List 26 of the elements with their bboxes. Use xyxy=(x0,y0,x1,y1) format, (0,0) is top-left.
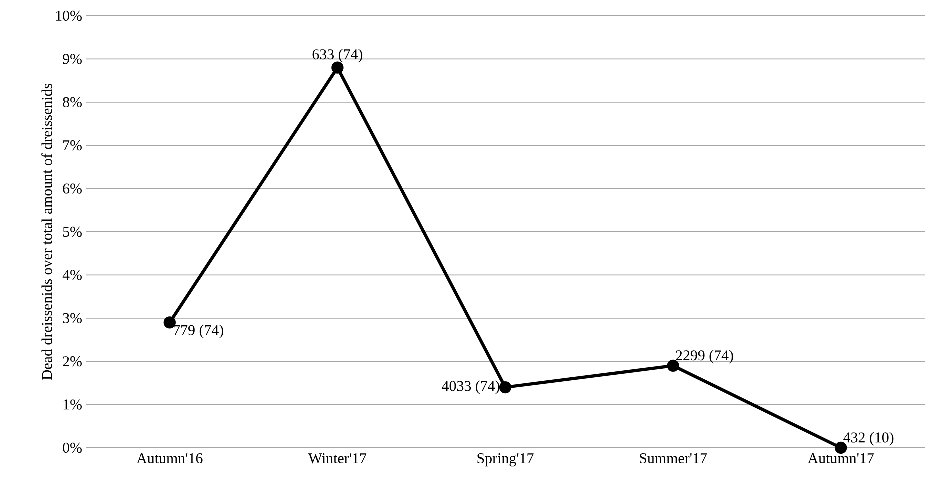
annotation: 4033 (74) xyxy=(442,380,500,394)
point xyxy=(499,381,512,394)
x-tick-label: Summer'17 xyxy=(640,454,708,464)
x-tick-label: Winter'17 xyxy=(308,454,367,464)
y-tick-label: 8% xyxy=(63,97,82,108)
x-tick-label: Spring'17 xyxy=(478,454,534,467)
x-tick-label: Autumn'17 xyxy=(808,454,874,464)
y-tick-label: 0% xyxy=(63,442,82,454)
y-tick-label: 7% xyxy=(64,140,82,151)
y-tick-label: 3% xyxy=(63,313,82,324)
annotation: 779 (74) xyxy=(174,324,224,338)
y-axis-title: Dead dreissenids over total amount of dreissenids xyxy=(42,84,52,380)
annotation: 633 (74) xyxy=(312,49,363,63)
y-tick-label: 5% xyxy=(63,226,82,238)
y-tick-label: 6% xyxy=(63,184,82,194)
point xyxy=(667,360,680,372)
y-tick-label: 2% xyxy=(63,356,82,367)
y-tick-label: 9% xyxy=(63,54,82,64)
y-tick-label: 10% xyxy=(56,10,82,22)
x-tick-label: Autumn'16 xyxy=(136,454,203,464)
point xyxy=(164,316,176,329)
y-tick-label: 1% xyxy=(64,400,82,410)
point xyxy=(332,62,344,74)
annotation: 432 (10) xyxy=(844,432,894,446)
y-tick-label: 4% xyxy=(62,270,82,280)
annotation: 2299 (74) xyxy=(676,350,734,364)
